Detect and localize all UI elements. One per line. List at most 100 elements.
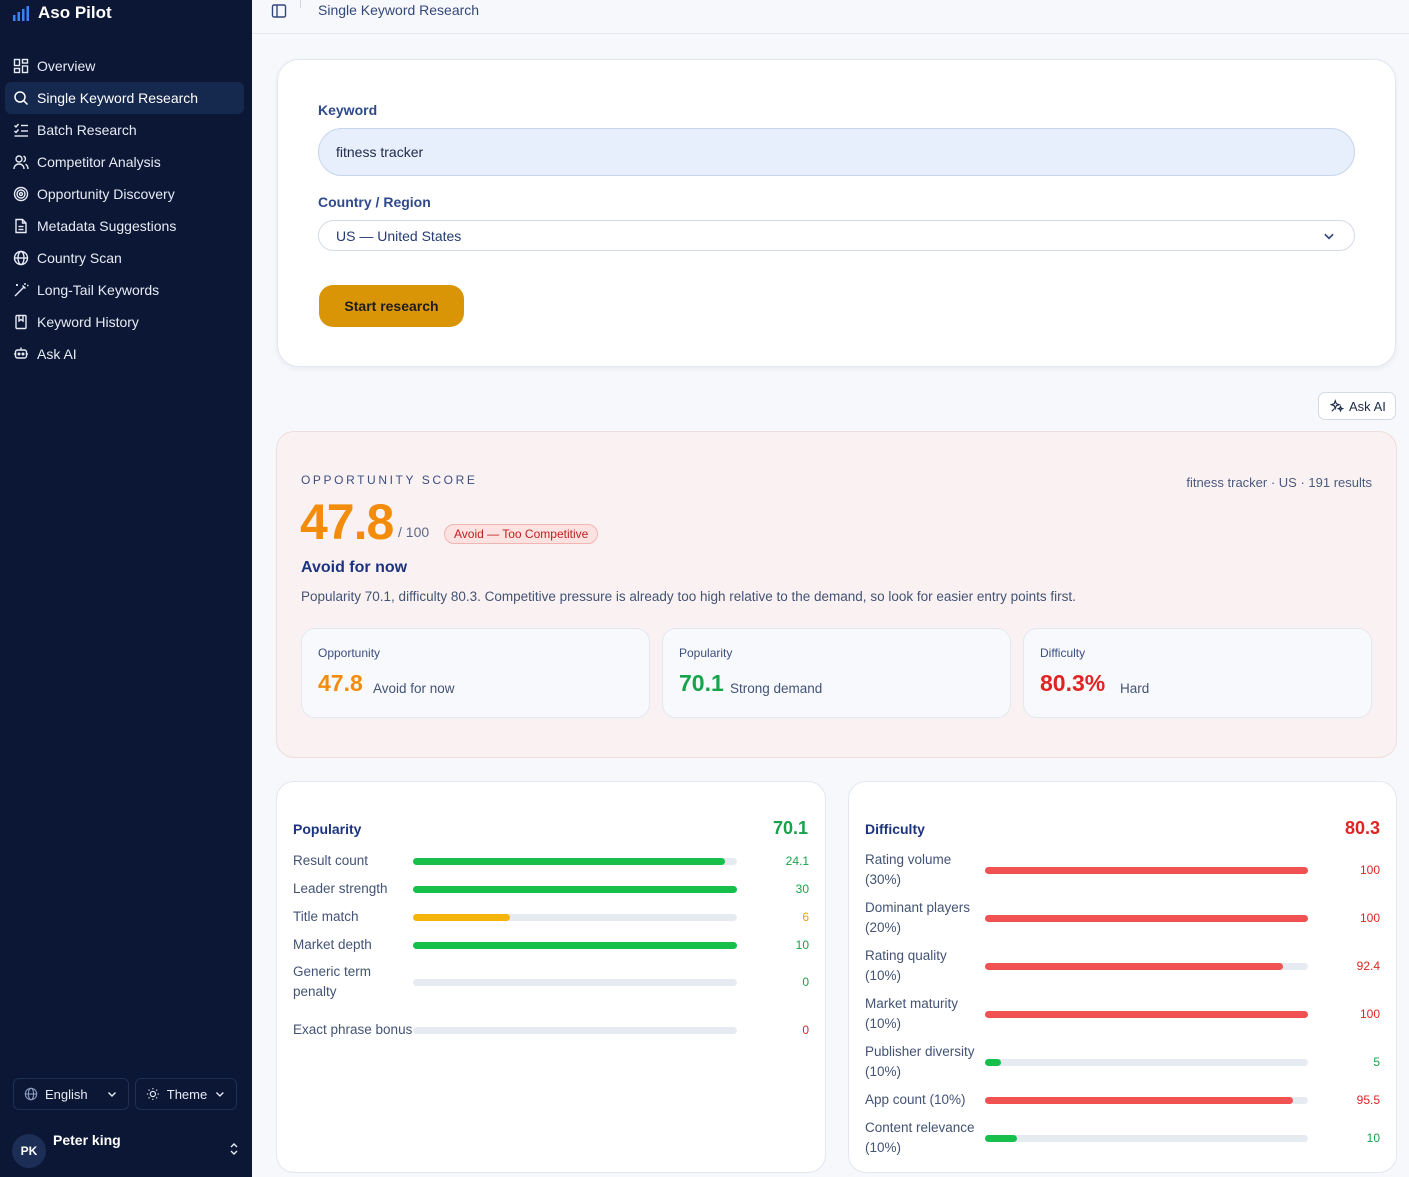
breakdown-row-value: 0	[802, 975, 809, 989]
breakdown-row-label: Exact phrase bonus	[293, 1022, 413, 1037]
breakdown-bar-fill	[985, 1010, 1308, 1018]
breakdown-row-label: App count (10%)	[865, 1092, 966, 1107]
metric-value: 70.1	[679, 670, 724, 696]
breakdown-row-value: 5	[1373, 1055, 1380, 1069]
research-form: Keyword Country / Region US — United Sta…	[277, 59, 1396, 367]
breakdown-bar-track	[413, 913, 737, 921]
sidebar-item-opportunity-discovery[interactable]: Opportunity Discovery	[5, 178, 244, 210]
breakdown-bar-track	[985, 914, 1308, 922]
sidebar-item-keyword-history[interactable]: Keyword History	[5, 306, 244, 338]
sidebar-item-metadata-suggestions[interactable]: Metadata Suggestions	[5, 210, 244, 242]
opportunity-caption: OPPORTUNITY SCORE	[301, 473, 478, 487]
list-checks-icon	[14, 123, 28, 137]
metric-sub: Strong demand	[730, 681, 823, 696]
breakdown-row-label: Rating quality (10%)	[865, 948, 947, 983]
ask-ai-button[interactable]: Ask AI	[1318, 392, 1396, 420]
breakdown-row: Result count 24.1	[293, 851, 809, 871]
theme-select[interactable]: Theme	[135, 1078, 237, 1110]
breakdown-bar-track	[985, 1010, 1308, 1018]
sidebar-item-long-tail-keywords[interactable]: Long-Tail Keywords	[5, 274, 244, 306]
user-menu[interactable]: PK Peter king	[12, 1132, 240, 1168]
chevron-down-icon	[108, 1092, 116, 1097]
avatar: PK	[12, 1134, 46, 1168]
breakdown-row: Title match 6	[293, 907, 809, 927]
topbar-divider	[300, 0, 301, 8]
bookmark-icon	[15, 314, 27, 330]
breakdown-bar-fill	[985, 1134, 1017, 1142]
breakdown-row-label: Content relevance (10%)	[865, 1120, 975, 1155]
metric-sub: Avoid for now	[373, 681, 455, 696]
breakdown-row-value: 100	[1359, 911, 1380, 925]
start-research-button[interactable]: Start research	[319, 285, 464, 327]
breakdown-row-value: 95.5	[1356, 1093, 1380, 1107]
sidebar-item-label: Long-Tail Keywords	[37, 282, 160, 298]
sidebar-item-overview[interactable]: Overview	[5, 50, 244, 82]
breakdown-row-value: 10	[1366, 1131, 1380, 1145]
breakdown-row: Rating quality (10%) 92.4	[865, 946, 1380, 986]
sidebar-toggle-icon[interactable]	[271, 3, 287, 19]
bar-chart-icon	[13, 6, 29, 21]
breakdown-row-value: 100	[1359, 863, 1380, 877]
status-badge: Avoid — Too Competitive	[444, 524, 599, 544]
breakdown-total: 80.3	[1344, 818, 1380, 838]
opportunity-max: / 100	[398, 524, 430, 540]
sidebar-item-country-scan[interactable]: Country Scan	[5, 242, 244, 274]
search-icon	[14, 91, 29, 106]
breakdown-row-label: Market maturity (10%)	[865, 996, 959, 1031]
breakdown-row-value: 100	[1359, 1007, 1380, 1021]
opportunity-panel: OPPORTUNITY SCORE fitness tracker · US ·…	[276, 431, 1397, 758]
difficulty-breakdown: Difficulty 80.3 Rating volume (30%) 100 Do…	[848, 781, 1397, 1173]
breakdown-bar-track	[985, 1096, 1308, 1104]
sidebar-item-batch-research[interactable]: Batch Research	[5, 114, 244, 146]
sidebar-item-ask-ai[interactable]: Ask AI	[5, 338, 244, 370]
users-icon	[13, 155, 29, 170]
breakdown-row: Leader strength 30	[293, 879, 809, 899]
document-icon	[15, 218, 27, 234]
opportunity-verdict: Avoid for now	[301, 559, 408, 576]
opportunity-description: Popularity 70.1, difficulty 80.3. Compet…	[301, 589, 1076, 604]
breakdown-bar-track	[413, 857, 737, 865]
metric-sub: Hard	[1120, 681, 1150, 696]
language-select[interactable]: English	[13, 1078, 129, 1110]
sidebar-item-label: Single Keyword Research	[37, 90, 199, 106]
breakdown-bar-track	[985, 1134, 1308, 1142]
sidebar-item-competitor-analysis[interactable]: Competitor Analysis	[5, 146, 244, 178]
brand[interactable]: Aso Pilot	[12, 3, 112, 23]
breakdown-bar-fill	[985, 1058, 1001, 1066]
popularity-breakdown: Popularity 70.1 Result count 24.1 Leader s…	[276, 781, 826, 1173]
breakdown-row: Generic term penalty 0	[293, 962, 809, 1002]
sidebar-item-label: Batch Research	[37, 122, 137, 138]
breakdown-row: Rating volume (30%) 100	[865, 850, 1380, 890]
sidebar-item-label: Competitor Analysis	[37, 154, 161, 170]
breakdown-title: Popularity	[293, 821, 362, 837]
sidebar-item-label: Keyword History	[37, 314, 139, 330]
topbar: Single Keyword Research	[252, 0, 1409, 34]
sidebar-item-label: Opportunity Discovery	[37, 186, 175, 202]
breakdown-row-label: Generic term penalty	[293, 964, 372, 999]
breakdown-row-label: Market depth	[293, 937, 372, 952]
breakdown-bar-track	[985, 962, 1308, 970]
breakdown-bar-track	[985, 866, 1308, 874]
chat-bot-icon	[14, 347, 28, 359]
chevron-up-down-icon	[230, 1143, 238, 1155]
sparkles-icon	[1330, 399, 1344, 413]
globe-icon	[13, 250, 29, 266]
user-name: Peter king	[53, 1132, 121, 1148]
breakdown-row-label: Result count	[293, 853, 369, 868]
breakdown-row: Content relevance (10%) 10	[865, 1118, 1380, 1158]
country-label: Country / Region	[318, 194, 431, 210]
country-value: US — United States	[336, 227, 462, 244]
breadcrumb: Single Keyword Research	[318, 2, 480, 18]
metric-card-opportunity: Opportunity 47.8 Avoid for now	[301, 628, 650, 718]
breakdown-title: Difficulty	[865, 821, 925, 837]
sidebar-item-single-keyword-research[interactable]: Single Keyword Research	[5, 82, 244, 114]
breakdown-row-value: 24.1	[785, 854, 809, 868]
keyword-input[interactable]	[318, 128, 1355, 176]
sidebar-item-label: Ask AI	[37, 346, 77, 362]
country-select[interactable]: US — United States	[318, 220, 1355, 251]
breakdown-row: Market maturity (10%) 100	[865, 994, 1380, 1034]
sidebar-item-label: Country Scan	[37, 250, 122, 266]
ask-ai-label: Ask AI	[1349, 398, 1386, 414]
target-icon	[13, 186, 29, 202]
breakdown-row: Market depth 10	[293, 935, 809, 955]
